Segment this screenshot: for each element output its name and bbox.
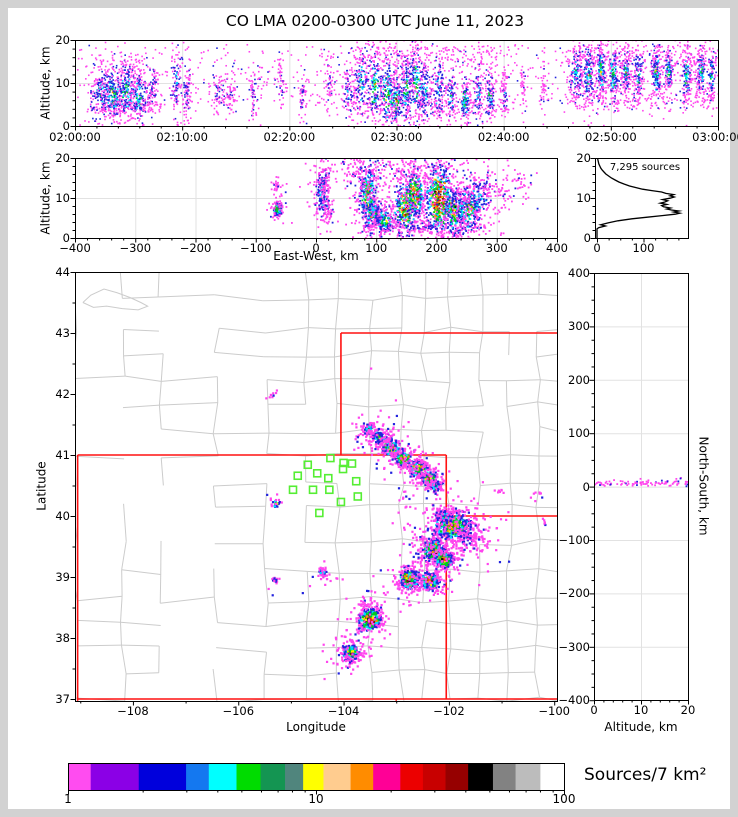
map-xlabel: Longitude [286,720,346,734]
colorbar-tick-label: 1 [64,792,72,806]
time-tick-label: 02:10:00 [156,130,208,144]
altitude-tick-label: 0 [62,231,70,245]
altitude-tick-label: 10 [55,191,70,205]
ns-altitude-tick-label: 20 [680,703,696,717]
sources-annotation: 7,295 sources [609,162,681,173]
north-south-tick-label: −400 [558,693,590,708]
east-west-tick-label: 400 [546,241,568,255]
north-south-tick-label: −300 [558,639,590,654]
east-west-tick-label: −100 [239,241,272,255]
figure-title: CO LMA 0200-0300 UTC June 11, 2023 [225,12,525,30]
north-south-tick-label: −200 [558,586,590,601]
altitude-tick-label: 0 [62,119,70,133]
north-south-ylabel: North-South, km [696,436,711,536]
histogram-tick-label: 100 [632,241,655,255]
east-west-tick-label: −300 [119,241,152,255]
latitude-tick-label: 40 [55,509,70,523]
east-west-tick-label: 300 [485,241,508,255]
ns-altitude-tick-label: 0 [590,703,598,717]
north-south-tick-label: 300 [568,319,590,334]
map-panel[interactable] [75,272,557,701]
altitude-tick-label: 10 [55,76,70,90]
east-west-tick-label: −400 [59,241,91,255]
latitude-tick-label: 37 [55,692,70,706]
altitude-tick-label: 20 [55,33,70,47]
time-tick-label: 02:40:00 [477,130,530,144]
altitude-tick-label: 0 [583,231,591,245]
colorbar [68,763,564,790]
time-height-ylabel: Altitude, km [38,46,53,120]
latitude-tick-label: 44 [55,265,70,279]
east-west-xlabel: East-West, km [273,249,359,263]
north-south-tick-label: 200 [568,372,590,387]
ns-altitude-tick-label: 10 [633,703,649,717]
altitude-tick-label: 10 [576,191,591,205]
latitude-tick-label: 42 [55,387,70,401]
time-tick-label: 02:20:00 [263,130,316,144]
time-tick-label: 02:30:00 [370,130,423,144]
east-west-ylabel: Altitude, km [38,161,53,235]
map-ylabel: Latitude [34,461,49,511]
longitude-tick-label: −108 [117,704,149,718]
latitude-tick-label: 39 [55,570,70,584]
north-south-tick-label: 400 [568,266,590,280]
north-south-tick-label: 100 [568,426,590,441]
altitude-tick-label: 20 [576,151,591,165]
latitude-tick-label: 41 [55,448,70,462]
longitude-tick-label: −106 [222,704,255,718]
east-west-tick-label: 100 [365,241,388,255]
time-tick-label: 03:00:00 [692,130,738,144]
north-south-tick-label: −100 [558,533,590,547]
altitude-tick-label: 20 [55,151,70,165]
histogram-tick-label: 0 [593,241,601,255]
north-south-panel[interactable] [594,273,688,700]
latitude-tick-label: 38 [55,631,70,645]
east-west-tick-label: 200 [425,241,448,255]
longitude-tick-label: −100 [538,704,570,718]
longitude-tick-label: −102 [433,704,465,718]
time-height-panel[interactable] [75,40,718,126]
colorbar-tick-label: 100 [552,792,576,806]
north-south-tick-label: 0 [582,479,590,494]
colorbar-label: Sources/7 km² [584,765,707,785]
longitude-tick-label: −104 [327,704,360,718]
north-south-xlabel: Altitude, km [604,720,678,734]
east-west-panel[interactable] [75,158,557,238]
colorbar-tick-label: 10 [308,792,324,806]
east-west-tick-label: −200 [179,241,212,255]
east-west-tick-label: 0 [312,241,320,255]
latitude-tick-label: 43 [55,326,70,340]
time-tick-label: 02:00:00 [49,130,101,144]
time-tick-label: 02:50:00 [585,130,637,144]
